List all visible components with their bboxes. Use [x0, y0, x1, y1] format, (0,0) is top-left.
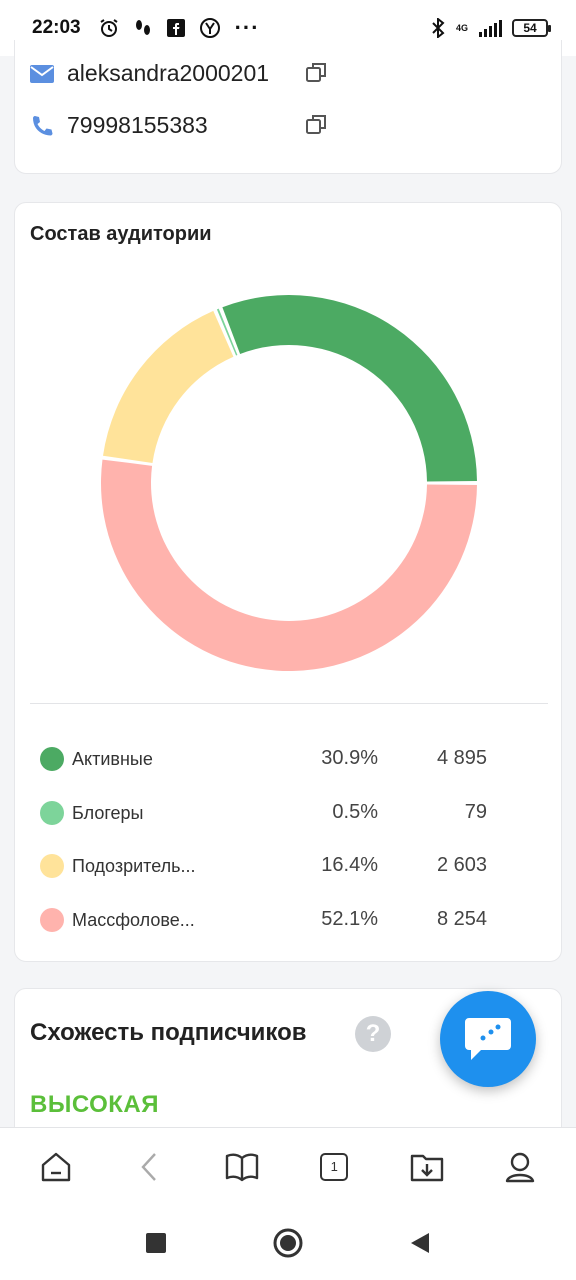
browser-toolbar: 1: [0, 1127, 576, 1205]
square-icon: [146, 1232, 166, 1253]
signal-icon: [479, 20, 502, 37]
mail-icon: [29, 61, 55, 87]
tabs-button[interactable]: 1: [310, 1143, 358, 1191]
chat-icon: [465, 1018, 511, 1060]
audience-title: Состав аудитории: [30, 223, 212, 245]
profile-icon: [505, 1152, 534, 1182]
similarity-value: ВЫСОКАЯ: [30, 1091, 159, 1118]
legend-name: Активные: [72, 749, 153, 769]
tabs-count-icon: 1: [320, 1152, 349, 1181]
copy-email-button[interactable]: [305, 60, 329, 84]
donut-slice-2[interactable]: [216, 308, 238, 356]
legend-count: 4 895: [436, 747, 487, 769]
legend-count: 79: [464, 801, 487, 823]
yandex-icon: [199, 18, 220, 38]
legend-count: 8 254: [436, 908, 487, 930]
facebook-icon: [166, 19, 185, 37]
bluetooth-icon: [432, 18, 445, 38]
copy-phone-button[interactable]: [305, 112, 329, 136]
legend-percent: 52.1%: [321, 908, 378, 930]
legend-row-massfollowers[interactable]: Массфолове... 52.1% 8 254: [30, 905, 548, 935]
footsteps-icon: [135, 20, 150, 35]
legend-dot: [40, 854, 64, 878]
copy-icon: [306, 115, 326, 134]
phone-icon: [29, 113, 55, 139]
similarity-title: Схожесть подписчиков: [30, 1019, 307, 1046]
profile-button[interactable]: [496, 1143, 544, 1191]
legend-dot: [40, 801, 64, 825]
legend-percent: 30.9%: [321, 747, 378, 769]
back-button[interactable]: [125, 1143, 173, 1191]
phone-row: 79998155383: [29, 112, 208, 139]
legend-name: Массфолове...: [72, 910, 195, 930]
legend-count: 2 603: [436, 854, 487, 876]
system-back-button[interactable]: [400, 1223, 440, 1263]
legend-row-suspicious[interactable]: Подозритель... 16.4% 2 603: [30, 851, 548, 881]
help-icon[interactable]: ?: [355, 1016, 391, 1052]
legend-percent: 16.4%: [321, 854, 378, 876]
book-icon: [225, 1152, 258, 1181]
audience-donut-chart: [100, 295, 477, 672]
system-nav-bar: [0, 1205, 576, 1280]
bookmarks-button[interactable]: [218, 1143, 266, 1191]
download-folder-icon: [410, 1154, 444, 1181]
battery-indicator: 54: [512, 19, 551, 37]
chevron-left-icon: [141, 1152, 156, 1181]
more-notifications-icon: ···: [234, 15, 260, 40]
legend-percent: 0.5%: [332, 801, 378, 823]
donut-slice-1[interactable]: [222, 295, 477, 482]
copy-icon: [306, 63, 326, 82]
home-icon: [42, 1152, 71, 1181]
phone-value: 79998155383: [67, 112, 208, 138]
system-home-button[interactable]: [268, 1223, 308, 1263]
donut-slice-3[interactable]: [102, 310, 234, 463]
legend-row-active[interactable]: Активные 30.9% 4 895: [30, 744, 548, 774]
recents-button[interactable]: [136, 1223, 176, 1263]
legend-name: Блогеры: [72, 803, 144, 823]
legend-dot: [40, 908, 64, 932]
email-value: aleksandra2000201: [67, 60, 270, 86]
triangle-back-icon: [411, 1232, 429, 1253]
audience-card: Состав аудитории Активные 30.9% 4 895 Бл…: [14, 202, 562, 962]
email-row: aleksandra2000201: [29, 60, 269, 87]
divider: [30, 703, 548, 704]
donut-slice-4[interactable]: [100, 459, 477, 672]
home-button[interactable]: [32, 1143, 80, 1191]
legend-dot: [40, 747, 64, 771]
alarm-icon: [100, 19, 118, 37]
network-type: 4G: [455, 22, 468, 33]
legend-row-bloggers[interactable]: Блогеры 0.5% 79: [30, 798, 548, 828]
downloads-button[interactable]: [403, 1143, 451, 1191]
chat-button[interactable]: [440, 991, 536, 1087]
status-time: 22:03: [32, 17, 81, 38]
circle-icon: [273, 1228, 303, 1257]
contact-card: aleksandra2000201 79998155383: [14, 40, 562, 174]
legend-name: Подозритель...: [72, 856, 196, 876]
